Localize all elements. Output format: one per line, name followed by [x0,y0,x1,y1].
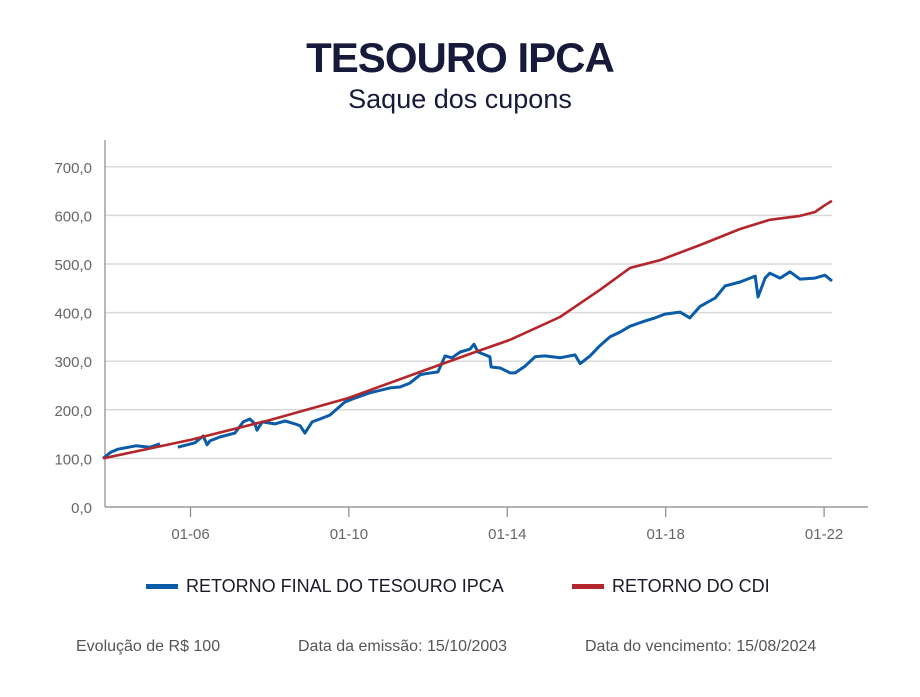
legend-item-cdi: RETORNO DO CDI [572,576,770,597]
chart-subtitle: Saque dos cupons [348,84,572,114]
legend-swatch-red [572,584,604,589]
y-tick-label: 300,0 [54,354,92,371]
y-tick-label: 200,0 [54,403,92,420]
legend-label: RETORNO DO CDI [612,576,770,596]
y-tick-label: 700,0 [54,160,92,177]
footer-base: Evolução de R$ 100 [76,638,221,655]
y-tick-label: 400,0 [54,306,92,323]
x-tick-label: 01-18 [647,526,685,543]
x-tick-label: 01-10 [330,526,368,543]
footer-maturity-date: Data do vencimento: 15/08/2024 [585,638,817,655]
x-tick-label: 01-14 [488,526,526,543]
legend-item-tesouro-ipca: RETORNO FINAL DO TESOURO IPCA [146,576,504,597]
legend-swatch-blue [146,584,178,589]
y-tick-label: 0,0 [71,500,92,517]
footer-issue-date: Data da emissão: 15/10/2003 [298,638,508,655]
y-tick-label: 100,0 [54,451,92,468]
series-line-tesouro-ipca [102,270,833,460]
x-tick-label: 01-22 [805,526,843,543]
legend-label: RETORNO FINAL DO TESOURO IPCA [186,576,504,596]
series-line-cdi [102,199,833,460]
x-tick-label: 01-06 [171,526,209,543]
chart-title: TESOURO IPCA [306,34,615,81]
y-tick-label: 500,0 [54,257,92,274]
y-tick-label: 600,0 [54,208,92,225]
